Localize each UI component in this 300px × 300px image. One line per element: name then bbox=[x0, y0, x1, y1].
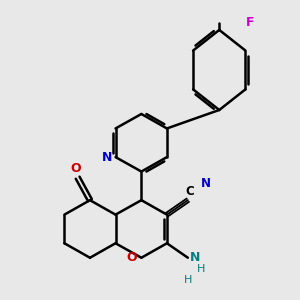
Text: H: H bbox=[184, 275, 192, 285]
Text: C: C bbox=[185, 185, 194, 198]
Text: F: F bbox=[246, 16, 254, 29]
Text: H: H bbox=[196, 264, 205, 274]
Text: N: N bbox=[200, 177, 210, 190]
Text: N: N bbox=[101, 151, 112, 164]
Text: N: N bbox=[190, 251, 201, 264]
Text: O: O bbox=[70, 162, 80, 175]
Text: O: O bbox=[126, 251, 137, 264]
